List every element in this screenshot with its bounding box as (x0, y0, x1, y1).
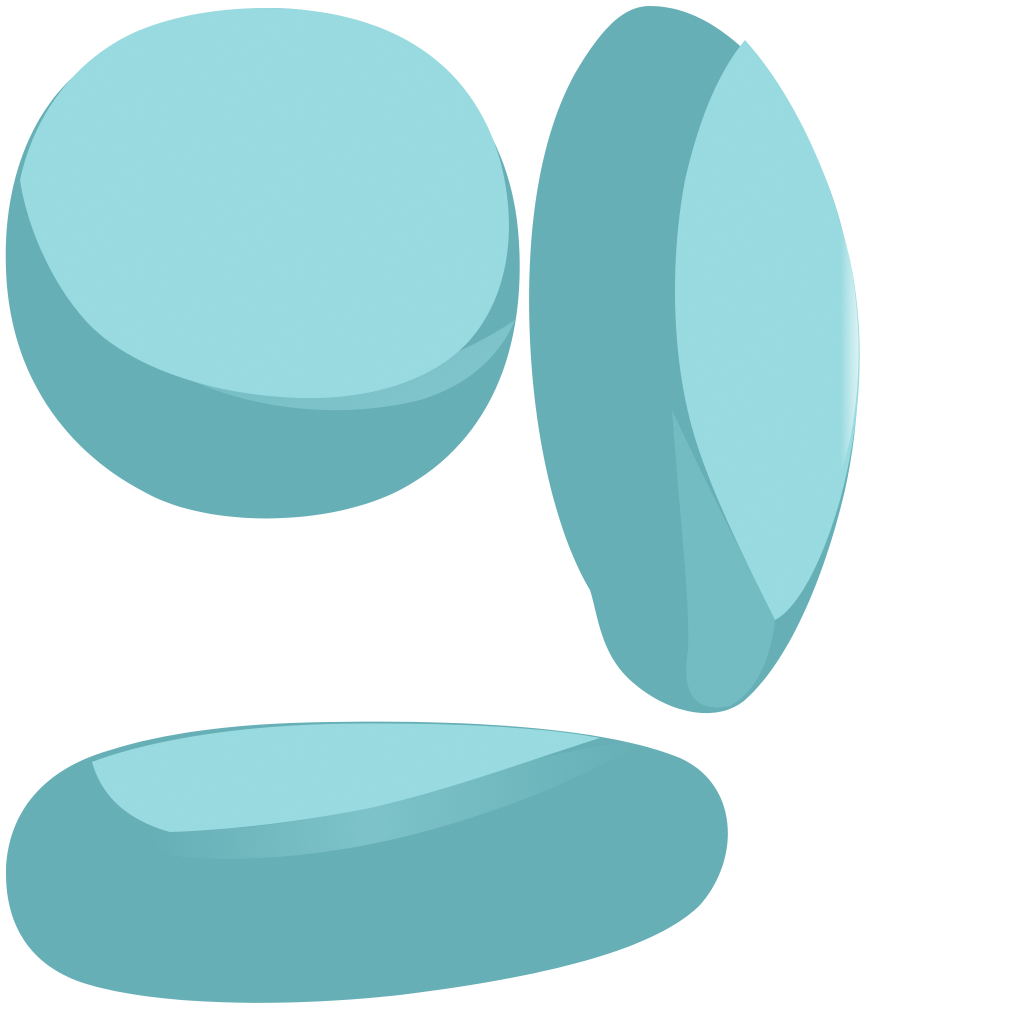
round-pebble-top (20, 8, 509, 399)
tall-pebble (529, 6, 860, 714)
flat-pebble-soft-band (150, 742, 640, 859)
round-pebble-soft-band (20, 180, 515, 411)
flat-pebble (5, 721, 728, 1003)
tall-pebble-lower-blend (672, 410, 775, 708)
round-pebble (5, 8, 520, 519)
flat-pebble-top (92, 723, 600, 832)
tall-pebble-face (674, 40, 860, 620)
tall-pebble-highlight-fade (822, 190, 859, 492)
